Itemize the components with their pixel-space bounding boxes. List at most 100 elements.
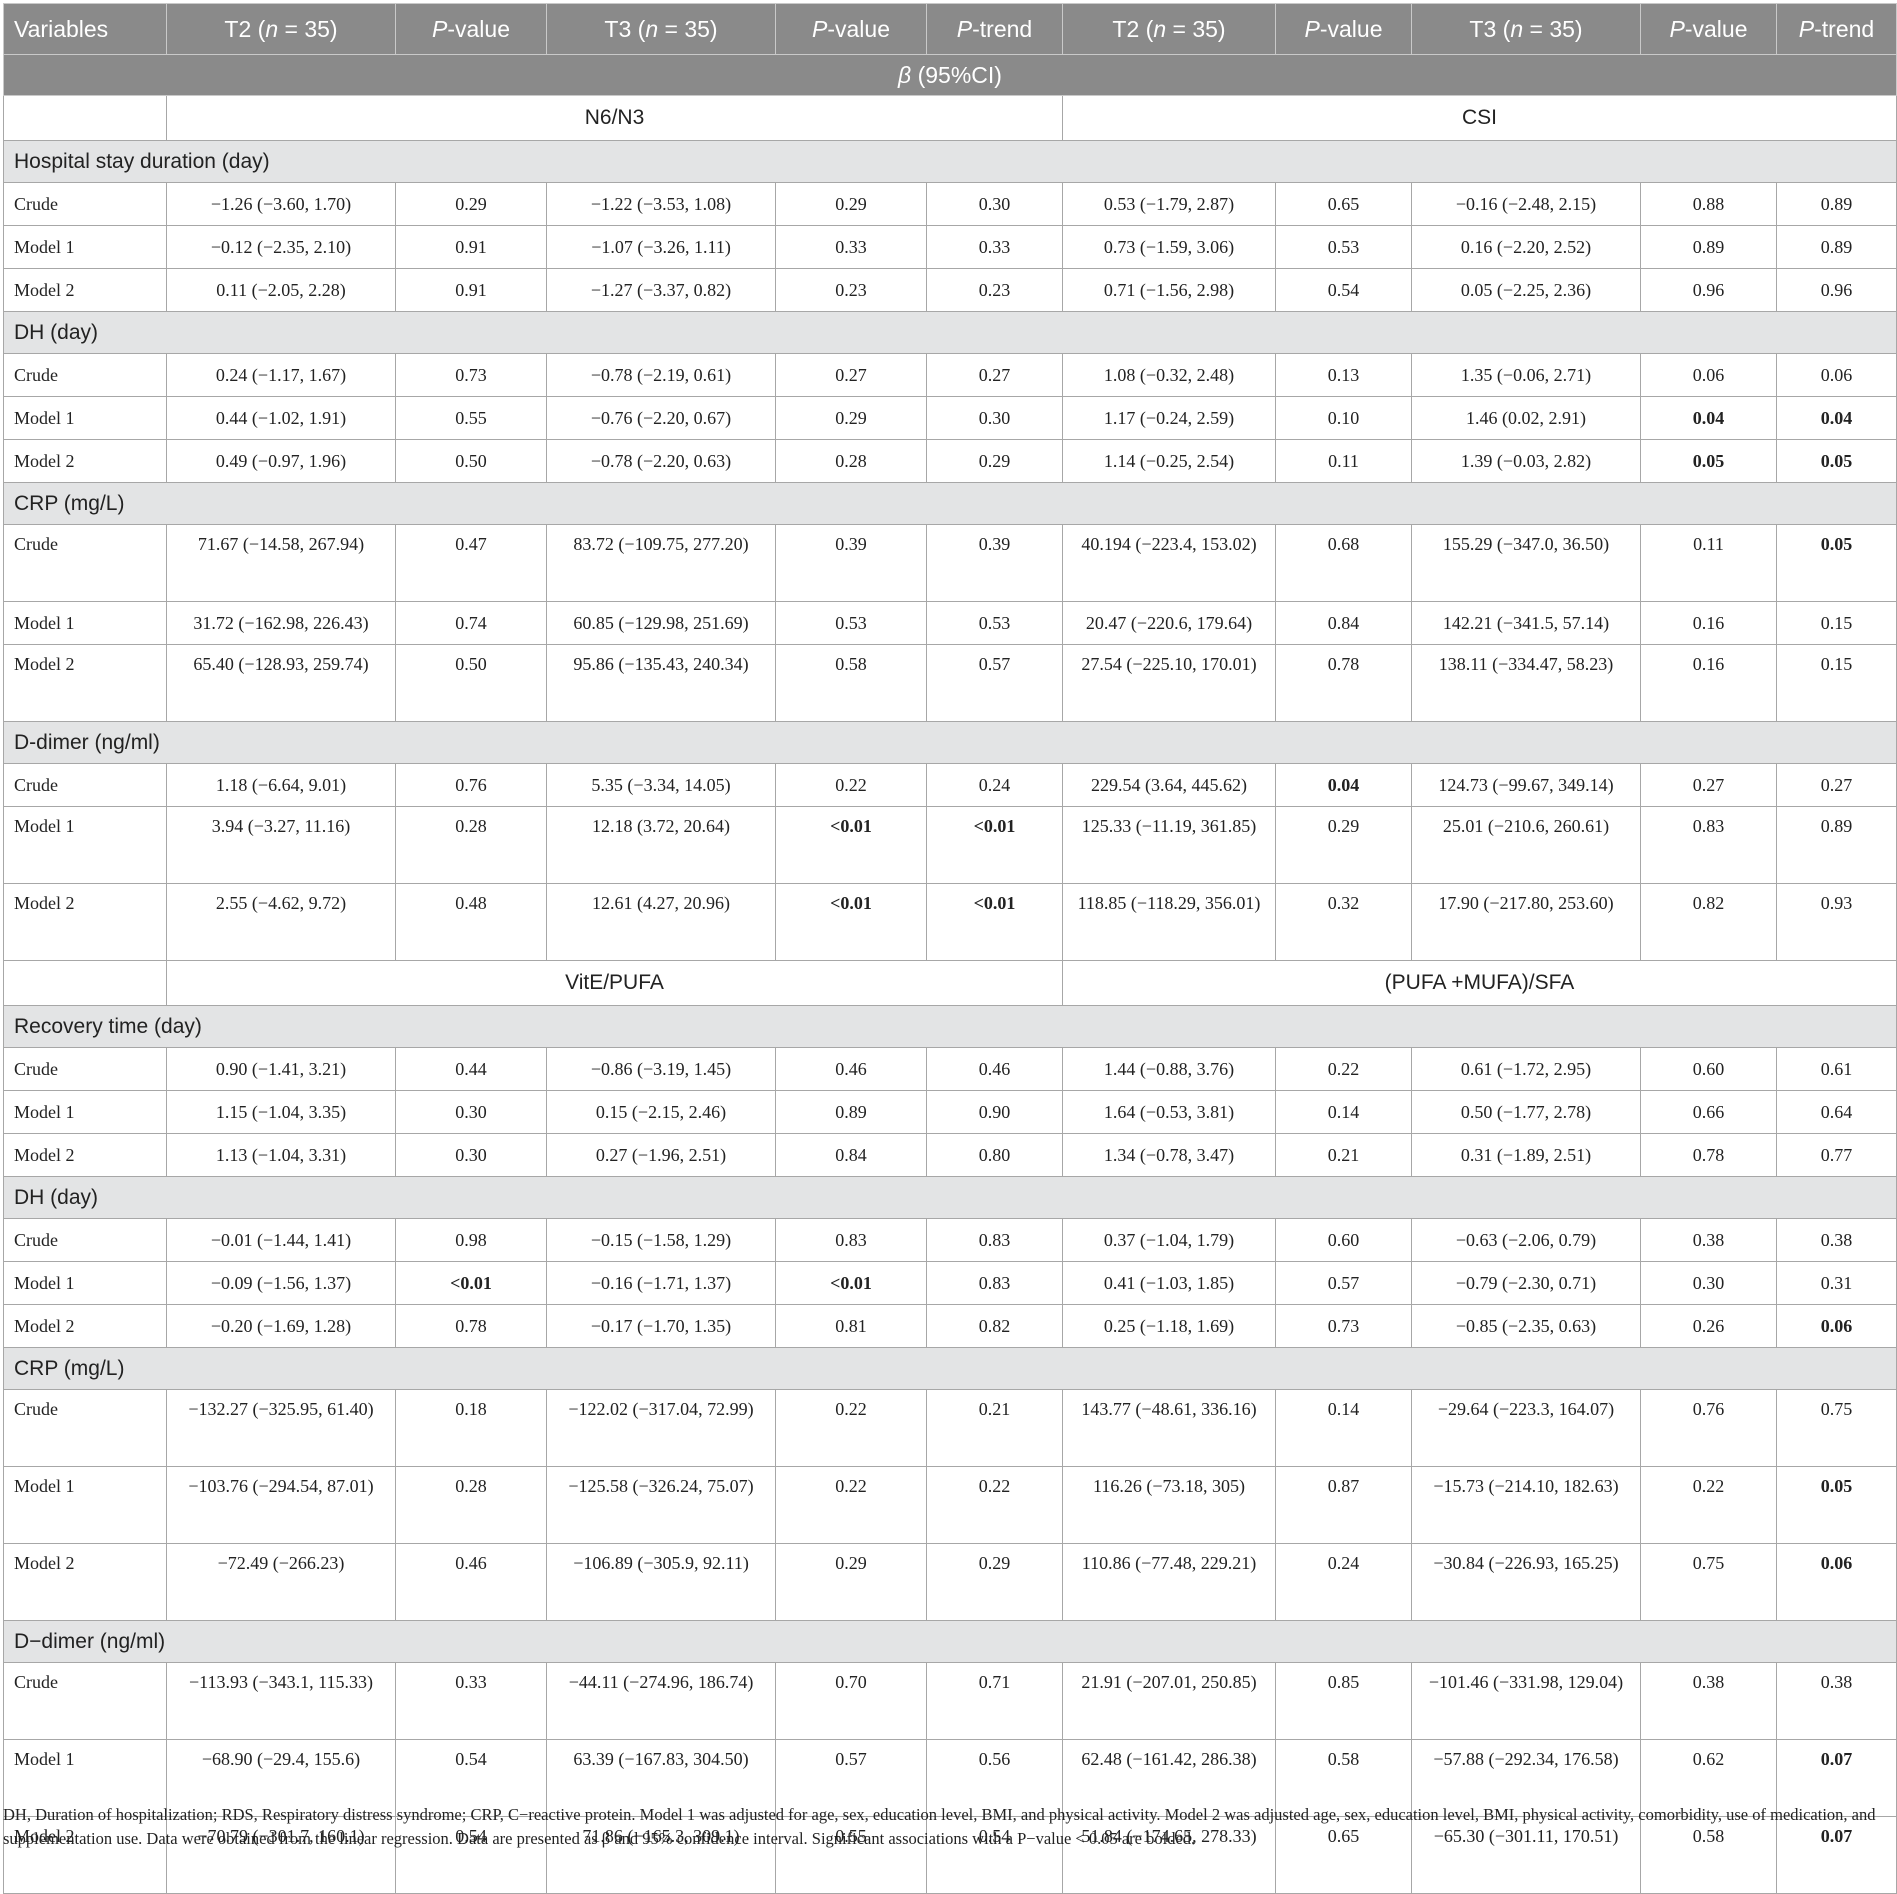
table-cell: 1.64 (−0.53, 3.81) xyxy=(1062,1090,1276,1134)
table-cell: 5.35 (−3.34, 14.05) xyxy=(546,763,776,807)
table-cell: 20.47 (−220.6, 179.64) xyxy=(1062,601,1276,645)
table-cell: −125.58 (−326.24, 75.07) xyxy=(546,1466,776,1544)
table-cell: 0.48 xyxy=(395,883,547,961)
table-cell: 0.05 xyxy=(1776,439,1897,483)
table-cell: 0.24 xyxy=(926,763,1063,807)
table-cell: −1.27 (−3.37, 0.82) xyxy=(546,268,776,312)
header-p-value: P-value xyxy=(395,3,547,55)
table-cell: −30.84 (−226.93, 165.25) xyxy=(1411,1543,1641,1621)
table-cell: 0.88 xyxy=(1640,182,1777,226)
table-cell: 0.71 xyxy=(926,1662,1063,1740)
group-header-row: VitE/PUFA (PUFA +MUFA)/SFA xyxy=(3,960,1897,1006)
table-cell: 229.54 (3.64, 445.62) xyxy=(1062,763,1276,807)
table-cell: 0.47 xyxy=(395,524,547,602)
table-cell: 0.91 xyxy=(395,268,547,312)
table-cell: 124.73 (−99.67, 349.14) xyxy=(1411,763,1641,807)
section-title: Recovery time (day) xyxy=(3,1005,1897,1048)
row-label: Model 2 xyxy=(3,644,167,722)
table-cell: 0.23 xyxy=(775,268,927,312)
table-row: Crude −0.01 (−1.44, 1.41) 0.98 −0.15 (−1.58… xyxy=(3,1218,1897,1262)
table-cell: 25.01 (−210.6, 260.61) xyxy=(1411,806,1641,884)
table-cell: 0.04 xyxy=(1776,396,1897,440)
row-label: Model 1 xyxy=(3,1090,167,1134)
table-row: Model 2 65.40 (−128.93, 259.74) 0.50 95.86 … xyxy=(3,644,1897,722)
table-cell: 0.50 (−1.77, 2.78) xyxy=(1411,1090,1641,1134)
table-cell: 0.16 xyxy=(1640,601,1777,645)
row-label: Model 1 xyxy=(3,1739,167,1817)
table-cell: 0.22 xyxy=(775,1389,927,1467)
table-cell: 125.33 (−11.19, 361.85) xyxy=(1062,806,1276,884)
section-title: DH (day) xyxy=(3,311,1897,354)
table-cell: 0.77 xyxy=(1776,1133,1897,1177)
header-variables: Variables xyxy=(3,3,167,55)
table-cell: 0.70 xyxy=(775,1662,927,1740)
section-row: D-dimer (ng/ml) xyxy=(3,721,1897,764)
table-cell: 0.05 (−2.25, 2.36) xyxy=(1411,268,1641,312)
table-cell: −72.49 (−266.23) xyxy=(166,1543,396,1621)
table-cell: 0.44 (−1.02, 1.91) xyxy=(166,396,396,440)
table-row: Model 1 3.94 (−3.27, 11.16) 0.28 12.18 (3.7… xyxy=(3,806,1897,884)
table-cell: 0.58 xyxy=(775,644,927,722)
row-label: Model 1 xyxy=(3,1466,167,1544)
section-title: Hospital stay duration (day) xyxy=(3,140,1897,183)
table-cell: 0.23 xyxy=(926,268,1063,312)
table-cell: −0.01 (−1.44, 1.41) xyxy=(166,1218,396,1262)
table-cell: 0.21 xyxy=(926,1389,1063,1467)
table-cell: 0.27 xyxy=(926,353,1063,397)
table-cell: −1.22 (−3.53, 1.08) xyxy=(546,182,776,226)
table-cell: 65.40 (−128.93, 259.74) xyxy=(166,644,396,722)
table-cell: 0.64 xyxy=(1776,1090,1897,1134)
table-cell: 0.14 xyxy=(1275,1389,1412,1467)
table-cell: 1.15 (−1.04, 3.35) xyxy=(166,1090,396,1134)
table-cell: −1.07 (−3.26, 1.11) xyxy=(546,225,776,269)
table-cell: −0.85 (−2.35, 0.63) xyxy=(1411,1304,1641,1348)
column-header-row: Variables T2 (n = 35) P-value T3 (n = 35… xyxy=(3,3,1897,55)
table-cell: 0.15 (−2.15, 2.46) xyxy=(546,1090,776,1134)
table-row: Model 1 0.44 (−1.02, 1.91) 0.55 −0.76 (−2.2… xyxy=(3,396,1897,440)
section-row: CRP (mg/L) xyxy=(3,482,1897,525)
table-cell: 0.22 xyxy=(1640,1466,1777,1544)
table-cell: 0.80 xyxy=(926,1133,1063,1177)
table-row: Crude 0.90 (−1.41, 3.21) 0.44 −0.86 (−3.19,… xyxy=(3,1047,1897,1091)
table-cell: −0.63 (−2.06, 0.79) xyxy=(1411,1218,1641,1262)
table-cell: 0.38 xyxy=(1640,1662,1777,1740)
table-cell: 0.68 xyxy=(1275,524,1412,602)
table-cell: 0.29 xyxy=(775,1543,927,1621)
section-row: Hospital stay duration (day) xyxy=(3,140,1897,183)
table-cell: 0.90 xyxy=(926,1090,1063,1134)
table-cell: 1.39 (−0.03, 2.82) xyxy=(1411,439,1641,483)
group-label-left: N6/N3 xyxy=(166,95,1063,141)
row-label: Model 2 xyxy=(3,439,167,483)
table-row: Crude 71.67 (−14.58, 267.94) 0.47 83.72 (−1… xyxy=(3,524,1897,602)
table-cell: 0.46 xyxy=(395,1543,547,1621)
table-cell: 143.77 (−48.61, 336.16) xyxy=(1062,1389,1276,1467)
table-cell: 0.96 xyxy=(1776,268,1897,312)
table-row: Model 1 −0.12 (−2.35, 2.10) 0.91 −1.07 (−3.… xyxy=(3,225,1897,269)
table-cell: 0.76 xyxy=(1640,1389,1777,1467)
header-p-value: P-value xyxy=(775,3,927,55)
table-cell: 0.07 xyxy=(1776,1739,1897,1817)
section-row: DH (day) xyxy=(3,311,1897,354)
table-cell: 0.28 xyxy=(395,1466,547,1544)
row-label: Crude xyxy=(3,182,167,226)
table-cell: 0.53 xyxy=(775,601,927,645)
row-label: Model 1 xyxy=(3,1261,167,1305)
table-cell: 0.83 xyxy=(775,1218,927,1262)
row-label: Model 2 xyxy=(3,1304,167,1348)
table-cell: 0.04 xyxy=(1275,763,1412,807)
table-cell: 0.15 xyxy=(1776,601,1897,645)
table-cell: 110.86 (−77.48, 229.21) xyxy=(1062,1543,1276,1621)
table-cell: 0.78 xyxy=(1640,1133,1777,1177)
table-cell: −101.46 (−331.98, 129.04) xyxy=(1411,1662,1641,1740)
table-cell: 1.34 (−0.78, 3.47) xyxy=(1062,1133,1276,1177)
table-cell: 0.22 xyxy=(775,763,927,807)
table-cell: −103.76 (−294.54, 87.01) xyxy=(166,1466,396,1544)
table-cell: 40.194 (−223.4, 153.02) xyxy=(1062,524,1276,602)
group-blank-cell xyxy=(3,95,167,141)
table-cell: −29.64 (−223.3, 164.07) xyxy=(1411,1389,1641,1467)
header-t3: T3 (n = 35) xyxy=(546,3,776,55)
table-row: Crude −113.93 (−343.1, 115.33) 0.33 −44.11 … xyxy=(3,1662,1897,1740)
table-cell: 0.30 xyxy=(1640,1261,1777,1305)
table-cell: 0.73 xyxy=(395,353,547,397)
section-title: D−dimer (ng/ml) xyxy=(3,1620,1897,1663)
